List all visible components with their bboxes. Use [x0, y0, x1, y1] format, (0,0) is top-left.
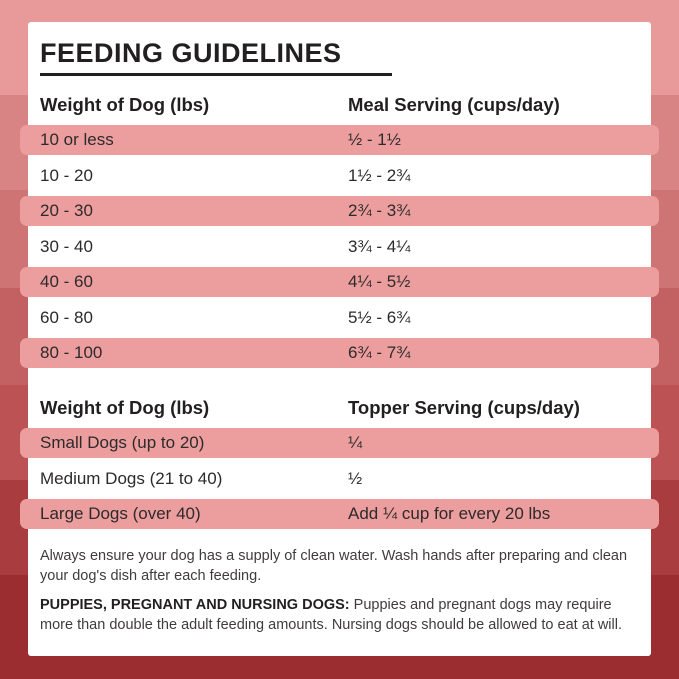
- table-row: Medium Dogs (21 to 40) ½: [20, 464, 659, 494]
- weight-cell: 30 - 40: [40, 236, 93, 256]
- water-note: Always ensure your dog has a supply of c…: [40, 548, 628, 584]
- title-underline: [40, 73, 392, 76]
- topper-table-weight-header: Weight of Dog (lbs): [40, 397, 210, 418]
- table-row: 60 - 80 5½ - 6¾: [20, 303, 659, 333]
- weight-cell: 40 - 60: [40, 272, 93, 291]
- topper-table-header: Weight of Dog (lbs) Topper Serving (cups…: [28, 393, 651, 423]
- weight-cell: 80 - 100: [40, 343, 103, 362]
- weight-cell: 60 - 80: [40, 307, 93, 327]
- table-row: 10 or less ½ - 1½: [20, 125, 659, 155]
- serving-cell: 2¾ - 3¾: [348, 201, 411, 220]
- meal-table-header: Weight of Dog (lbs) Meal Serving (cups/d…: [28, 90, 651, 120]
- topper-table-rows: Small Dogs (up to 20) ¼ Medium Dogs (21 …: [20, 428, 659, 535]
- serving-cell: ½: [348, 468, 363, 488]
- meal-table-rows: 10 or less ½ - 1½ 10 - 20 1½ - 2¾ 20 - 3…: [20, 125, 659, 374]
- table-row: 20 - 30 2¾ - 3¾: [20, 196, 659, 226]
- weight-cell: 20 - 30: [40, 201, 93, 220]
- meal-table-weight-header: Weight of Dog (lbs): [40, 94, 210, 115]
- table-row: 10 - 20 1½ - 2¾: [20, 161, 659, 191]
- serving-cell: Add ¼ cup for every 20 lbs: [348, 504, 551, 523]
- weight-cell: 10 or less: [40, 130, 114, 149]
- serving-cell: 6¾ - 7¾: [348, 343, 411, 362]
- serving-cell: 4¼ - 5½: [348, 272, 411, 291]
- meal-table-serving-header: Meal Serving (cups/day): [348, 94, 560, 115]
- page-title: FEEDING GUIDELINES: [40, 38, 342, 68]
- puppies-note-label: PUPPIES, PREGNANT AND NURSING DOGS:: [40, 597, 350, 613]
- puppies-note: PUPPIES, PREGNANT AND NURSING DOGS: Pupp…: [40, 595, 642, 635]
- weight-cell: Large Dogs (over 40): [40, 504, 201, 523]
- puppies-note-text: Puppies and pregnant dogs may require mo…: [40, 597, 622, 633]
- table-row: Large Dogs (over 40) Add ¼ cup for every…: [20, 499, 659, 529]
- guidelines-card: FEEDING GUIDELINES Weight of Dog (lbs) M…: [20, 22, 659, 656]
- serving-cell: ¼: [348, 433, 363, 452]
- table-row: 30 - 40 3¾ - 4¼: [20, 232, 659, 262]
- serving-cell: 5½ - 6¾: [348, 307, 411, 327]
- serving-cell: ½ - 1½: [348, 130, 401, 149]
- topper-table-serving-header: Topper Serving (cups/day): [348, 397, 580, 418]
- serving-cell: 3¾ - 4¼: [348, 236, 411, 256]
- weight-cell: Small Dogs (up to 20): [40, 433, 205, 452]
- table-row: Small Dogs (up to 20) ¼: [20, 428, 659, 458]
- weight-cell: Medium Dogs (21 to 40): [40, 468, 223, 488]
- table-row: 40 - 60 4¼ - 5½: [20, 267, 659, 297]
- table-row: 80 - 100 6¾ - 7¾: [20, 338, 659, 368]
- serving-cell: 1½ - 2¾: [348, 165, 411, 185]
- weight-cell: 10 - 20: [40, 165, 93, 185]
